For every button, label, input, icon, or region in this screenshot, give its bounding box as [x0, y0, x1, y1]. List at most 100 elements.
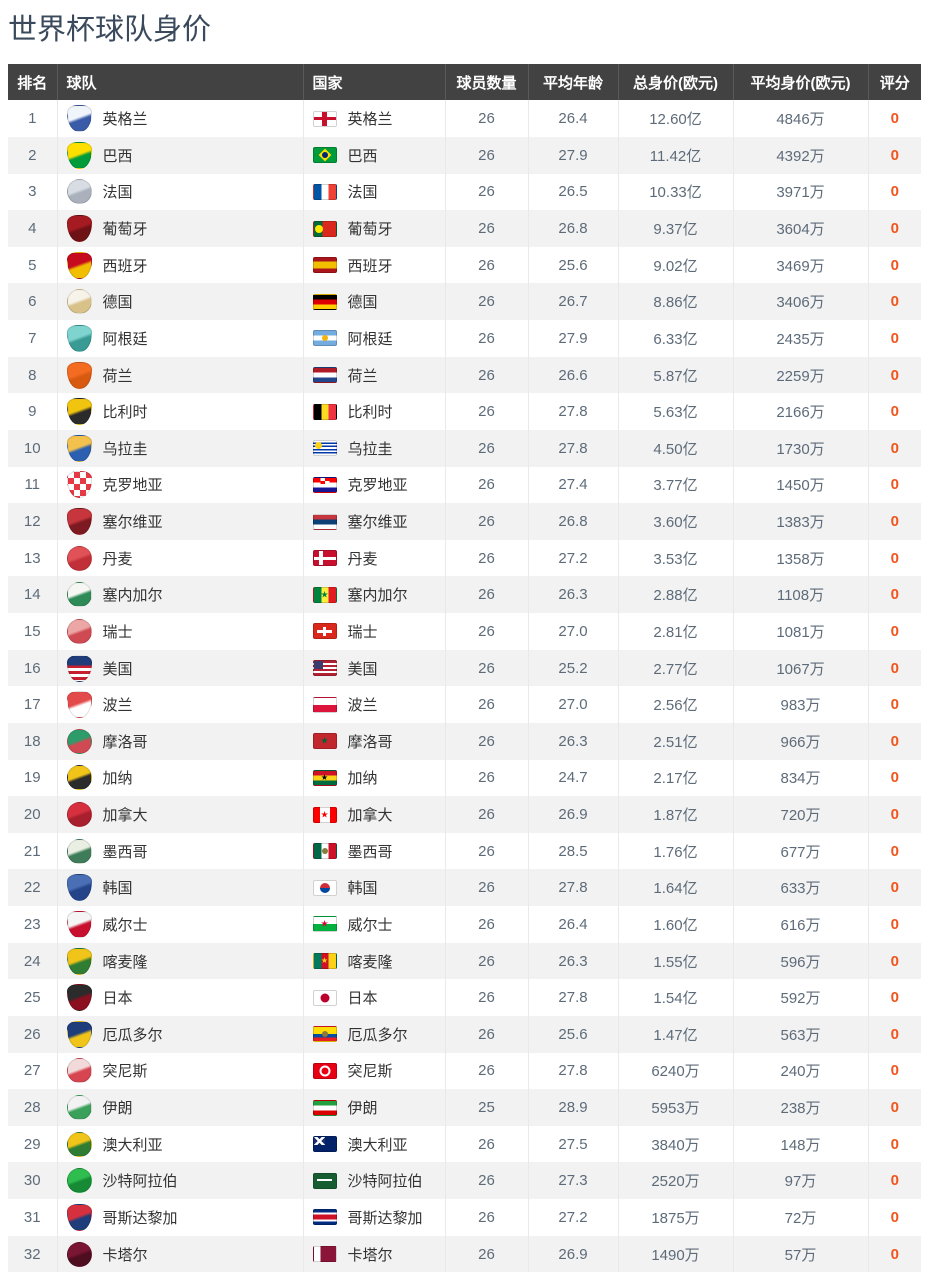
rating-link[interactable]: 0	[890, 403, 899, 421]
table-row: 19 加纳 ★ 加纳 26 24.7 2.17亿 834万 0	[8, 759, 921, 797]
team-name: 瑞士	[102, 623, 133, 641]
team-crest-icon	[66, 838, 92, 864]
country-flag-icon	[312, 879, 337, 896]
rating-cell: 0	[868, 100, 921, 137]
rating-link[interactable]: 0	[890, 220, 899, 238]
rating-link[interactable]: 0	[890, 256, 899, 274]
rating-link[interactable]: 0	[890, 879, 899, 897]
rating-link[interactable]: 0	[890, 696, 899, 714]
avg-age-cell: 26.8	[528, 503, 619, 540]
country-flag-icon	[312, 1246, 337, 1263]
rating-link[interactable]: 0	[890, 1099, 899, 1117]
country-name: 荷兰	[347, 367, 378, 385]
rating-link[interactable]: 0	[890, 806, 899, 824]
rating-link[interactable]: 0	[890, 476, 899, 494]
team-name: 西班牙	[102, 257, 148, 275]
team-name: 塞内加尔	[102, 587, 163, 605]
rating-link[interactable]: 0	[890, 952, 899, 970]
country-flag-icon	[312, 696, 337, 713]
avg-value-cell: 1081万	[733, 613, 869, 650]
rating-link[interactable]: 0	[890, 1172, 899, 1190]
avg-age-cell: 26.8	[528, 210, 619, 247]
avg-age-cell: 25.6	[528, 246, 619, 284]
players-cell: 26	[445, 429, 529, 467]
country-name: 阿根廷	[347, 330, 393, 348]
team-crest-icon	[66, 215, 92, 243]
total-value-cell: 2.81亿	[618, 613, 734, 650]
rank-cell: 18	[8, 722, 58, 760]
rating-link[interactable]: 0	[890, 146, 899, 164]
country-flag-icon: ★	[312, 586, 337, 603]
avg-age-cell: 26.9	[528, 1235, 619, 1273]
total-value-cell: 2.17亿	[618, 759, 734, 797]
team-name: 乌拉圭	[102, 440, 148, 458]
team-crest-icon	[66, 654, 92, 682]
rating-link[interactable]: 0	[890, 659, 899, 677]
rating-link[interactable]: 0	[890, 842, 899, 860]
rating-link[interactable]: 0	[890, 513, 899, 531]
avg-value-cell: 3971万	[733, 173, 869, 211]
rating-link[interactable]: 0	[890, 732, 899, 750]
country-cell: 葡萄牙	[303, 210, 446, 247]
team-crest-icon	[66, 141, 92, 169]
total-value-cell: 1.54亿	[618, 979, 734, 1016]
team-value-table: 排名 球队 国家 球员数量 平均年龄 总身价(欧元) 平均身价(欧元) 评分 1 英格兰 英格兰 2…	[8, 64, 921, 1273]
team-crest-icon	[66, 1058, 92, 1084]
country-name: 克罗地亚	[347, 477, 408, 495]
country-cell: 法国	[303, 173, 446, 211]
table-row: 1 英格兰 英格兰 26 26.4 12.60亿 4846万 0	[8, 100, 921, 137]
rating-link[interactable]: 0	[890, 549, 899, 567]
rating-link[interactable]: 0	[890, 293, 899, 311]
rating-link[interactable]: 0	[890, 622, 899, 640]
rating-cell: 0	[868, 137, 921, 174]
team-name: 加纳	[102, 770, 133, 788]
team-cell: 丹麦	[57, 539, 304, 577]
rank-cell: 2	[8, 136, 58, 174]
rating-link[interactable]: 0	[890, 439, 899, 457]
rating-link[interactable]: 0	[890, 110, 899, 128]
rank-cell: 3	[8, 173, 58, 211]
country-flag-icon	[312, 660, 337, 677]
rating-cell: 0	[868, 1199, 921, 1236]
rating-link[interactable]: 0	[890, 1208, 899, 1226]
rating-link[interactable]: 0	[890, 1025, 899, 1043]
rating-link[interactable]: 0	[890, 769, 899, 787]
rank-cell: 25	[8, 979, 58, 1016]
country-name: 加纳	[347, 770, 378, 788]
country-flag-icon: ★	[312, 916, 337, 933]
country-cell: 澳大利亚	[303, 1125, 446, 1163]
rating-link[interactable]: 0	[890, 989, 899, 1007]
country-cell: 伊朗	[303, 1089, 446, 1126]
avg-age-cell: 27.2	[528, 1199, 619, 1236]
rating-cell: 0	[868, 576, 921, 613]
rating-link[interactable]: 0	[890, 329, 899, 347]
table-row: 6 德国 德国 26 26.7 8.86亿 3406万 0	[8, 283, 921, 321]
avg-value-cell: 1383万	[733, 503, 869, 540]
team-crest-icon	[66, 691, 92, 719]
rating-link[interactable]: 0	[890, 183, 899, 201]
avg-value-cell: 1450万	[733, 466, 869, 504]
avg-value-cell: 966万	[733, 722, 869, 760]
rating-link[interactable]: 0	[890, 1062, 899, 1080]
rating-link[interactable]: 0	[890, 915, 899, 933]
total-value-cell: 2.51亿	[618, 722, 734, 760]
country-flag-icon	[312, 330, 337, 347]
team-crest-icon	[66, 251, 92, 279]
rating-link[interactable]: 0	[890, 586, 899, 604]
team-crest-icon	[66, 910, 92, 938]
country-cell: 巴西	[303, 136, 446, 174]
total-value-cell: 12.60亿	[618, 100, 734, 137]
avg-age-cell: 25.2	[528, 649, 619, 687]
rating-link[interactable]: 0	[890, 1245, 899, 1263]
country-flag-icon	[312, 1209, 337, 1226]
rank-cell: 5	[8, 246, 58, 284]
rank-cell: 11	[8, 466, 58, 504]
rating-link[interactable]: 0	[890, 366, 899, 384]
avg-age-cell: 27.2	[528, 539, 619, 577]
country-flag-icon	[312, 293, 337, 310]
team-cell: 塞内加尔	[57, 576, 304, 614]
rating-link[interactable]: 0	[890, 1135, 899, 1153]
players-cell: 26	[445, 979, 529, 1016]
avg-value-cell: 983万	[733, 686, 869, 723]
country-flag-icon	[312, 367, 337, 384]
